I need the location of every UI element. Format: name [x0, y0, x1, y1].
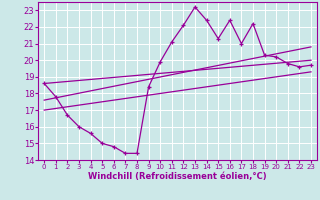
X-axis label: Windchill (Refroidissement éolien,°C): Windchill (Refroidissement éolien,°C) [88, 172, 267, 181]
